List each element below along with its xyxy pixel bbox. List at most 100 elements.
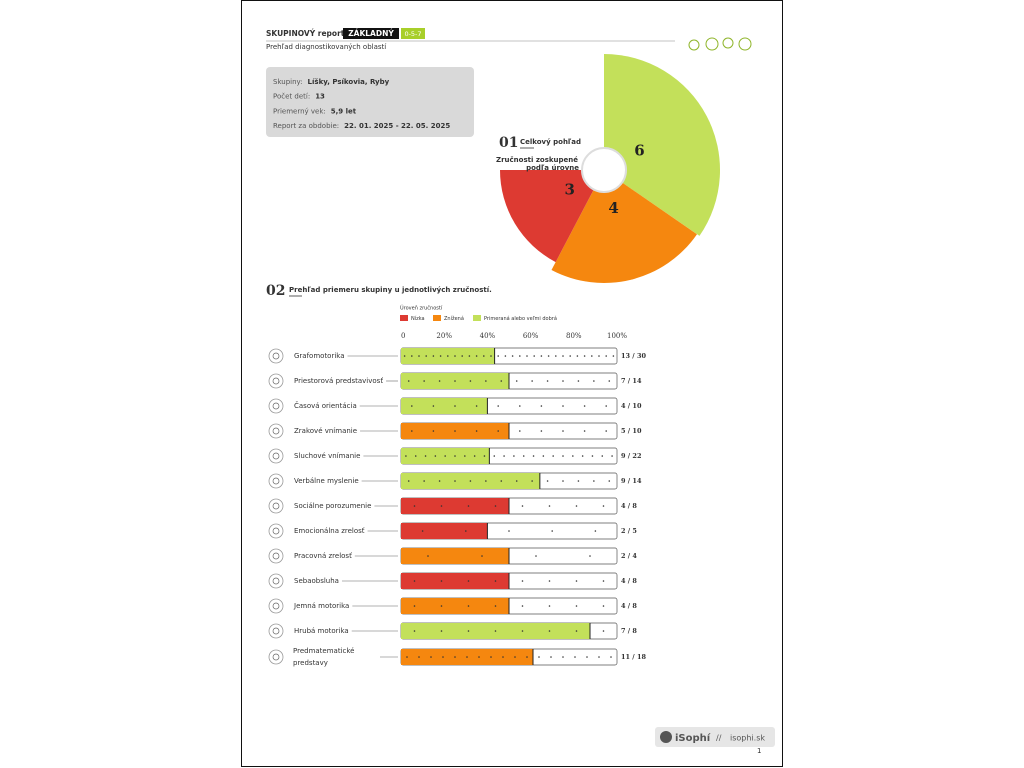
unit-dot xyxy=(538,656,540,658)
unit-dot xyxy=(598,355,600,357)
unit-dot xyxy=(577,480,580,482)
unit-dot xyxy=(423,380,425,382)
unit-dot xyxy=(454,455,456,457)
section-number: 02 xyxy=(266,283,285,299)
badge: ZÁKLADNÝ xyxy=(348,29,394,38)
unit-dot xyxy=(542,455,545,457)
legend-label: Nízka xyxy=(411,315,425,322)
unit-dot xyxy=(406,656,408,658)
unit-dot xyxy=(407,380,410,382)
info-list: Skupiny: Líšky, Psíkovia, Ryby Počet detí:… xyxy=(273,78,450,130)
unit-dot xyxy=(602,580,605,582)
skill-icon-inner xyxy=(272,477,280,485)
unit-dot xyxy=(427,555,429,557)
score-label: 7 / 8 xyxy=(621,627,637,635)
unit-dot xyxy=(413,630,416,632)
slice-label: 6 xyxy=(634,141,644,159)
skill-icon-inner xyxy=(272,502,280,510)
pie-subtitle-line: Zručnosti zoskupené xyxy=(496,156,578,164)
unit-dot xyxy=(483,355,485,357)
bar-fill xyxy=(401,573,509,589)
unit-dot xyxy=(601,455,604,457)
bar-fill xyxy=(401,498,509,514)
unit-dot xyxy=(593,480,595,482)
unit-dot xyxy=(546,380,549,382)
unit-dot xyxy=(511,355,514,357)
x-tick-label: 40% xyxy=(480,332,496,340)
skill-icon xyxy=(268,473,284,489)
info-line: Skupiny: Líšky, Psíkovia, Ryby xyxy=(273,78,390,86)
unit-dot xyxy=(473,455,476,457)
skill-name: Emocionálna zrelosť xyxy=(294,526,365,535)
unit-dot xyxy=(574,656,576,658)
info-label: Priemerný vek: xyxy=(273,107,326,115)
unit-dot xyxy=(440,605,443,607)
unit-dot xyxy=(467,605,470,607)
bar-fill xyxy=(401,598,509,614)
unit-dot xyxy=(562,455,564,457)
unit-dot xyxy=(521,580,524,582)
unit-dot xyxy=(533,355,535,357)
score-label: 2 / 5 xyxy=(621,527,637,535)
unit-dot xyxy=(502,656,504,658)
unit-dot xyxy=(514,656,516,658)
unit-dot xyxy=(575,630,578,632)
score-label: 13 / 30 xyxy=(621,352,646,360)
unit-dot xyxy=(583,430,586,432)
footer-box xyxy=(655,727,775,747)
info-value: Líšky, Psíkovia, Ryby xyxy=(308,78,390,86)
unit-dot xyxy=(483,455,486,457)
unit-dot xyxy=(497,355,500,357)
unit-dot xyxy=(414,455,417,457)
unit-dot xyxy=(531,480,533,482)
unit-dot xyxy=(485,480,487,482)
skill-name: Jemná motorika xyxy=(293,602,349,610)
unit-dot xyxy=(602,505,605,507)
bar-fill xyxy=(401,548,509,564)
skill-icon-inner xyxy=(272,427,280,435)
unit-dot xyxy=(583,405,586,407)
unit-dot xyxy=(454,405,456,407)
unit-dot xyxy=(439,355,442,357)
unit-dot xyxy=(461,355,464,357)
unit-dot xyxy=(515,480,518,482)
skill-icon xyxy=(268,548,284,564)
unit-dot xyxy=(562,380,564,382)
unit-dot xyxy=(440,505,443,507)
unit-dot xyxy=(447,355,449,357)
unit-dot xyxy=(405,455,407,457)
unit-dot xyxy=(478,656,480,658)
unit-dot xyxy=(548,605,551,607)
unit-dot xyxy=(540,355,543,357)
unit-dot xyxy=(548,630,551,632)
unit-dot xyxy=(583,355,586,357)
info-line: Report za obdobie: 22. 01. 2025 - 22. 05.… xyxy=(273,122,450,130)
unit-dot xyxy=(612,355,615,357)
unit-dot xyxy=(497,405,500,407)
x-tick-label: 20% xyxy=(436,332,452,340)
unit-dot xyxy=(508,530,510,532)
skill-icon-inner xyxy=(272,602,280,610)
unit-dot xyxy=(432,355,435,357)
unit-dot xyxy=(423,480,425,482)
skill-name: Sluchové vnímanie xyxy=(294,452,360,460)
unit-dot xyxy=(532,455,535,457)
unit-dot xyxy=(515,380,518,382)
skill-icon-inner xyxy=(272,527,280,535)
unit-dot xyxy=(442,656,444,658)
pie-chart: 6 4 3 xyxy=(500,54,720,283)
info-box xyxy=(266,67,474,137)
unit-dot xyxy=(465,530,467,532)
unit-dot xyxy=(494,580,497,582)
unit-dot xyxy=(589,555,591,557)
unit-dot xyxy=(576,355,579,357)
tag: 0-5-7 xyxy=(404,30,421,38)
decoration-birds xyxy=(688,37,752,51)
skill-name: Zrakové vnímanie xyxy=(294,427,357,435)
skill-name: Sebaobsluha xyxy=(294,577,339,585)
score-label: 5 / 10 xyxy=(621,427,642,435)
unit-dot xyxy=(468,355,471,357)
unit-dot xyxy=(413,605,416,607)
score-label: 11 / 18 xyxy=(621,653,646,661)
